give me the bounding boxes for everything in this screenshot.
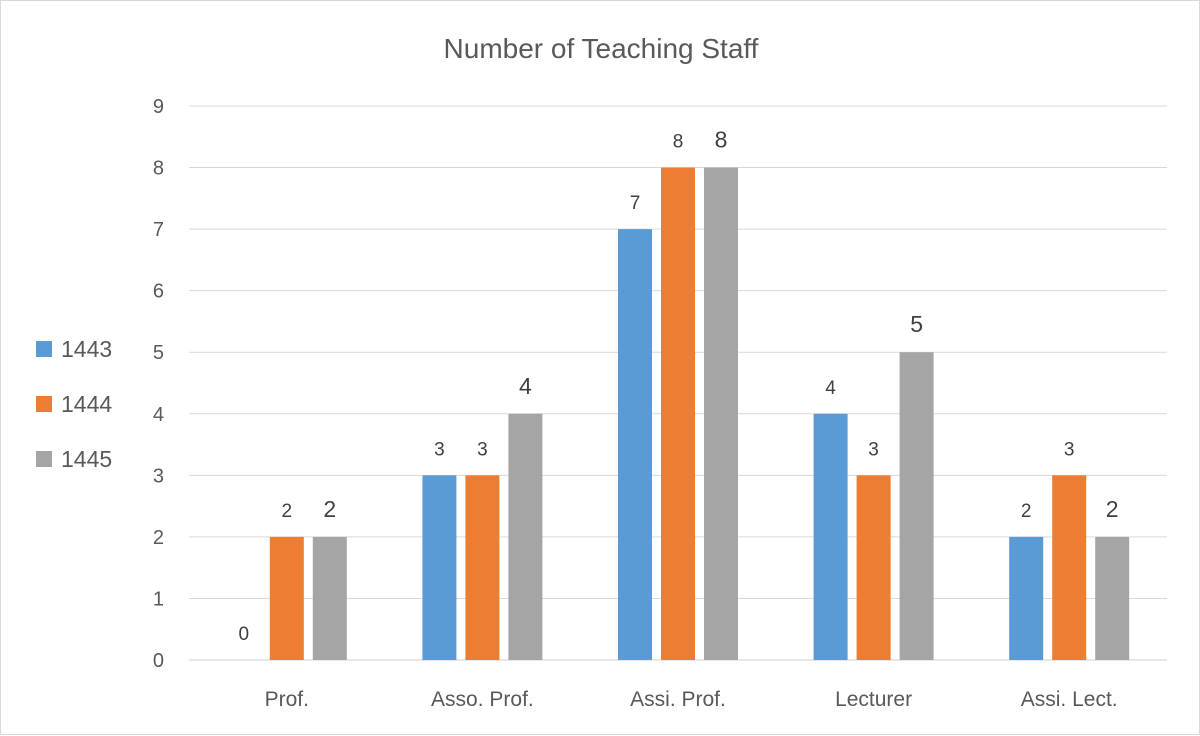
bar xyxy=(899,352,934,660)
data-label: 0 xyxy=(239,624,250,645)
data-label: 3 xyxy=(434,439,445,460)
x-category-label: Prof. xyxy=(265,688,309,711)
y-tick-label: 9 xyxy=(153,96,164,118)
bar xyxy=(312,536,347,660)
data-label: 2 xyxy=(1021,501,1032,522)
legend-label: 1445 xyxy=(61,446,112,472)
bar xyxy=(661,167,695,661)
data-label: 5 xyxy=(910,311,923,337)
data-label: 3 xyxy=(1064,439,1075,460)
data-label: 3 xyxy=(477,439,488,460)
bar xyxy=(856,475,891,660)
bar xyxy=(465,475,500,660)
legend-label: 1444 xyxy=(61,391,112,417)
y-tick-label: 1 xyxy=(153,588,164,610)
bar xyxy=(1009,536,1044,660)
y-tick-label: 2 xyxy=(153,527,164,549)
legend-label: 1443 xyxy=(61,336,112,362)
data-label: 3 xyxy=(868,439,879,460)
bar xyxy=(704,167,738,661)
y-tick-label: 5 xyxy=(153,342,164,364)
bar xyxy=(618,229,652,660)
y-tick-label: 4 xyxy=(153,404,164,426)
data-label: 8 xyxy=(715,127,728,153)
bar xyxy=(1052,475,1087,660)
data-label: 2 xyxy=(1106,496,1119,522)
x-axis-categories: Prof. Asso. Prof. Assi. Prof. Lecturer Assi.… xyxy=(265,688,1118,711)
y-tick-label: 8 xyxy=(153,158,164,180)
data-label: 8 xyxy=(673,132,684,153)
legend-swatch xyxy=(36,341,52,357)
data-label: 2 xyxy=(323,496,336,522)
legend-swatch xyxy=(36,451,52,467)
chart-title: Number of Teaching Staff xyxy=(444,33,759,64)
y-tick-label: 3 xyxy=(153,465,164,487)
data-label: 4 xyxy=(825,378,836,399)
legend: 1443 1444 1445 xyxy=(36,336,112,472)
bar xyxy=(269,536,304,660)
bar xyxy=(508,413,543,660)
x-category-label: Assi. Lect. xyxy=(1021,688,1118,711)
x-category-label: Assi. Prof. xyxy=(630,688,726,711)
bar xyxy=(813,413,848,660)
y-tick-label: 0 xyxy=(153,650,164,672)
data-labels: 0 2 2 3 3 4 7 8 8 4 3 5 2 3 2 xyxy=(239,127,1119,645)
y-axis-ticks: 0 1 2 3 4 5 6 7 8 9 xyxy=(153,96,164,672)
y-tick-label: 7 xyxy=(153,219,164,241)
data-label: 7 xyxy=(630,193,641,214)
data-label: 4 xyxy=(519,373,532,399)
y-tick-label: 6 xyxy=(153,281,164,303)
bar xyxy=(422,475,457,660)
legend-swatch xyxy=(36,396,52,412)
bars xyxy=(269,167,1130,661)
bar xyxy=(1095,536,1130,660)
data-label: 2 xyxy=(282,501,293,522)
x-category-label: Lecturer xyxy=(835,688,912,711)
x-category-label: Asso. Prof. xyxy=(431,688,534,711)
